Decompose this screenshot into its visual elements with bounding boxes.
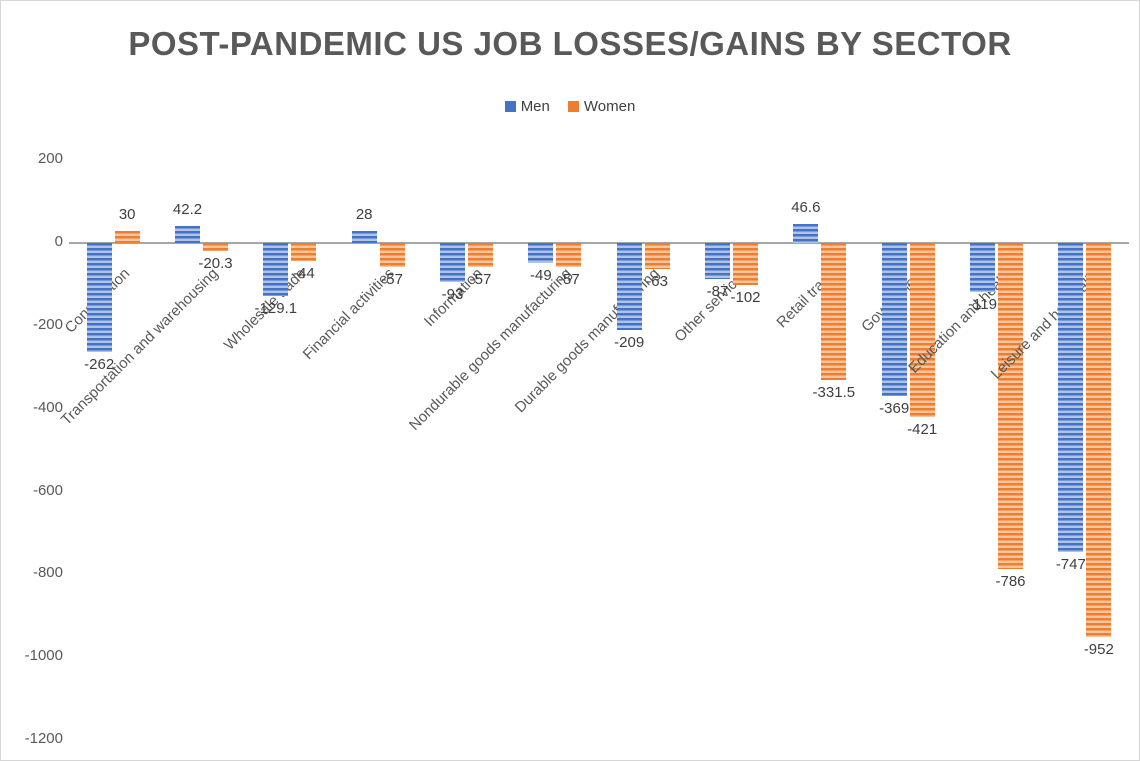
bar-men-education-and-health (970, 243, 995, 293)
bar-men-other-services (705, 243, 730, 280)
bar-women-durable-goods-manufacturing (644, 243, 670, 270)
bar-men-nondurable-goods-manufacturing (528, 243, 554, 264)
value-label-women-transportation-and-warehousing: -20.3 (198, 255, 233, 273)
value-label-women-wholesale-trade: -44 (292, 265, 315, 283)
legend-label-men: Men (520, 98, 550, 115)
value-label-men-other-services: -87 (706, 283, 729, 301)
value-label-women-retail-trade: -331.5 (812, 384, 856, 402)
value-label-women-other-services: -102 (730, 289, 761, 307)
value-label-men-education-and-health: -119 (968, 296, 997, 314)
value-label-men-leisure-and-hospitality: -747 (1055, 556, 1086, 574)
bar-men-wholesale-trade (263, 243, 289, 297)
value-label-men-government: -369 (879, 399, 910, 417)
value-label-men-nondurable-goods-manufacturing: -49 (529, 267, 552, 285)
legend-item-men: Men (504, 98, 550, 115)
value-label-women-financial-activities: -57 (381, 270, 403, 288)
y-tick-label: 200 (37, 150, 63, 168)
chart-title: POST-PANDEMIC US JOB LOSSES/GAINS BY SEC… (128, 25, 1012, 62)
value-label-men-construction: -262 (84, 355, 115, 373)
bar-women-government (909, 243, 935, 418)
value-label-men-retail-trade: 46.6 (791, 198, 821, 216)
y-tick-label: 0 (54, 233, 63, 250)
bar-men-transportation-and-warehousing (175, 225, 200, 243)
bar-women-leisure-and-hospitality (1086, 243, 1112, 638)
x-axis-line (69, 242, 1129, 244)
legend-item-women: Women (567, 98, 636, 115)
value-label-women-leisure-and-hospitality: -952 (1083, 641, 1114, 659)
bar-men-government (881, 243, 907, 396)
value-label-women-government: -421 (907, 421, 938, 439)
bar-women-other-services (733, 243, 758, 286)
bar-women-nondurable-goods-manufacturing (556, 243, 582, 267)
legend: Men Women (1, 98, 1139, 115)
bar-men-retail-trade (793, 223, 819, 243)
value-label-men-durable-goods-manufacturing: -209 (614, 333, 645, 351)
value-label-men-information: -93 (441, 285, 464, 303)
value-label-women-construction: 30 (118, 205, 136, 223)
y-tick-label: -1200 (24, 730, 63, 748)
legend-swatch-men-icon (504, 101, 516, 112)
bar-men-durable-goods-manufacturing (616, 243, 642, 330)
bar-women-information (468, 243, 493, 267)
value-label-women-durable-goods-manufacturing: -63 (646, 273, 668, 291)
value-label-men-financial-activities: 28 (355, 206, 373, 224)
value-label-men-wholesale-trade: -129.1 (254, 300, 298, 318)
value-label-women-nondurable-goods-manufacturing: -57 (557, 270, 580, 288)
y-tick-label: -400 (32, 398, 63, 416)
y-tick-label: -1000 (24, 647, 63, 665)
bar-women-financial-activities (379, 243, 405, 267)
bar-men-construction (86, 243, 112, 352)
y-tick-label: -200 (32, 315, 63, 333)
bar-women-wholesale-trade (291, 243, 317, 262)
bar-men-leisure-and-hospitality (1058, 243, 1084, 553)
bar-men-information (440, 243, 465, 282)
bar-women-transportation-and-warehousing (203, 243, 228, 252)
bar-women-education-and-health (998, 243, 1023, 569)
category-label-transportation-and-warehousing: Transportation and warehousing (57, 265, 222, 429)
legend-label-women: Women (583, 98, 636, 115)
value-label-men-transportation-and-warehousing: 42.2 (172, 200, 203, 218)
value-label-women-information: -57 (469, 270, 492, 288)
bar-women-retail-trade (821, 243, 847, 381)
bar-men-financial-activities (351, 231, 377, 243)
y-tick-label: -800 (32, 564, 63, 582)
y-tick-label: -600 (32, 481, 63, 499)
legend-swatch-women-icon (567, 101, 579, 112)
bar-women-construction (114, 230, 140, 243)
value-label-women-education-and-health: -786 (995, 572, 1026, 590)
